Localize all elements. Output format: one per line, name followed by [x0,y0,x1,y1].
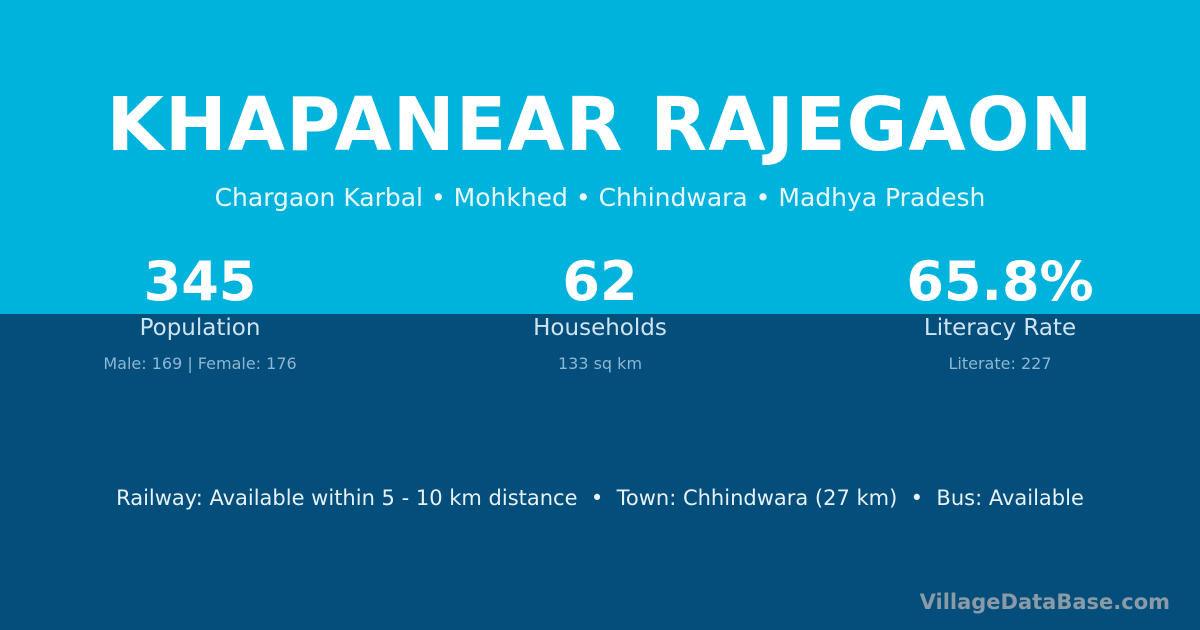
breadcrumb: Chargaon Karbal • Mohkhed • Chhindwara •… [214,183,986,212]
stat-value: 62 [562,250,638,313]
header-band [0,0,1200,314]
connectivity-info: Railway: Available within 5 - 10 km dist… [116,486,1084,510]
stat-value: 65.8% [906,250,1094,313]
stat-value: 345 [143,250,257,313]
stat-detail: Literate: 227 [948,354,1052,373]
watermark-logo: VillageDataBase.com [919,590,1170,614]
stat-detail: Male: 169 | Female: 176 [103,354,297,373]
stat-detail: 133 sq km [557,354,643,373]
village-title: KHAPANEAR RAJEGAON [106,82,1094,168]
stat-label: Households [533,315,667,341]
stat-label: Population [139,315,261,341]
stat-label: Literacy Rate [923,315,1077,341]
